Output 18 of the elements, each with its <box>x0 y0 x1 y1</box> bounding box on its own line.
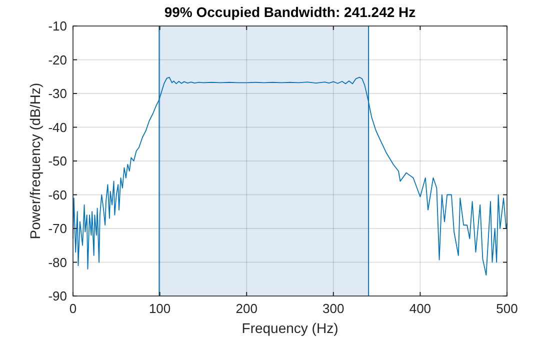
y-tick-label: -70 <box>48 221 67 236</box>
x-tick-label: 500 <box>496 301 518 316</box>
x-axis-title: Frequency (Hz) <box>242 320 338 336</box>
x-tick-label: 400 <box>409 301 432 316</box>
y-tick-label: -30 <box>48 86 67 101</box>
y-tick-label: -10 <box>48 18 67 34</box>
x-tick-label: 200 <box>236 301 258 316</box>
y-tick-label: -90 <box>48 288 67 304</box>
y-tick-label: -20 <box>48 52 67 68</box>
x-tick-label: 300 <box>322 301 344 316</box>
chart-title: 99% Occupied Bandwidth: 241.242 Hz <box>164 4 416 20</box>
x-tick-label: 0 <box>69 301 77 316</box>
x-tick-label: 100 <box>148 301 171 316</box>
y-tick-label: -50 <box>48 154 67 168</box>
y-tick-label: -40 <box>48 120 67 135</box>
y-tick-label: -60 <box>48 187 67 202</box>
y-tick-label: -80 <box>48 254 67 270</box>
y-axis-title: Power/frequency (dB/Hz) <box>27 82 43 240</box>
